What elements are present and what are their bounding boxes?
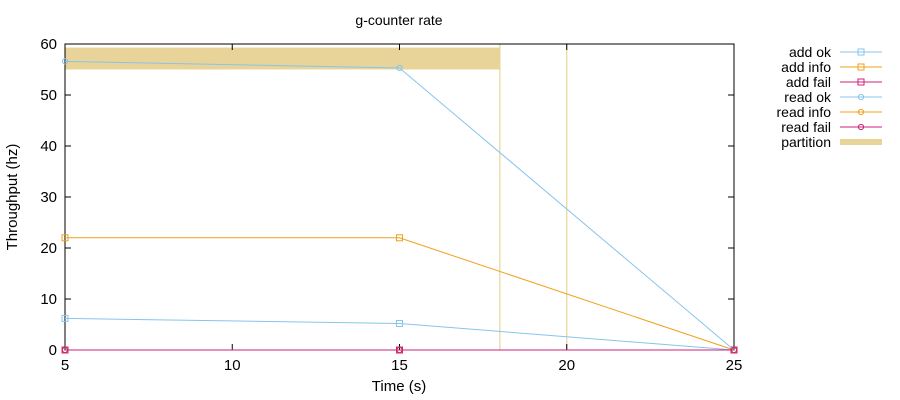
point-add-info-0 <box>61 234 69 242</box>
x-tick-label-15: 15 <box>391 357 408 374</box>
x-tick-label-10: 10 <box>224 357 241 374</box>
x-tick-label-25: 25 <box>726 357 743 374</box>
legend-marker-read-info <box>857 108 865 116</box>
y-tick-label-10: 10 <box>40 291 57 308</box>
legend-marker-read-ok <box>857 93 865 101</box>
legend-label-read-ok: read ok <box>784 89 832 105</box>
y-tick-label-30: 30 <box>40 189 57 206</box>
legend-label-read-info: read info <box>777 104 832 120</box>
partition-layer <box>65 44 568 350</box>
series-line-add-ok <box>64 317 735 351</box>
y-tick-label-0: 0 <box>49 342 57 359</box>
legend-marker-add-ok <box>857 48 865 56</box>
legend-marker-add-fail <box>857 78 865 86</box>
point-read-ok-0 <box>61 58 69 65</box>
y-tick-label-50: 50 <box>40 87 57 104</box>
point-read-ok-1 <box>396 64 403 72</box>
legend-marker-read-fail <box>857 123 865 131</box>
point-add-ok-1 <box>396 319 403 327</box>
series-read-fail <box>61 346 738 354</box>
legend-label-add-fail: add fail <box>786 74 831 90</box>
point-add-info-1 <box>396 234 403 242</box>
y-tick-label-40: 40 <box>40 138 57 155</box>
chart-title: g-counter rate <box>355 12 442 28</box>
x-axis-label: Time (s) <box>372 378 426 395</box>
plot-area-border <box>64 43 735 351</box>
axis-ticks: 5 10 15 20 25 0 10 20 30 40 50 60 <box>40 36 742 374</box>
x-tick-label-20: 20 <box>558 357 575 374</box>
y-tick-label-20: 20 <box>40 240 57 257</box>
x-tick-label-5: 5 <box>61 357 69 374</box>
series-layer <box>61 58 738 354</box>
series-line-read-ok <box>64 60 735 351</box>
series-read-ok <box>61 58 738 354</box>
legend-label-add-info: add info <box>781 59 831 75</box>
y-tick-label-60: 60 <box>40 36 57 53</box>
legend-label-read-fail: read fail <box>781 119 831 135</box>
point-read-fail-1 <box>396 346 403 354</box>
legend-marker-add-info <box>857 63 865 71</box>
series-add-info <box>61 234 738 354</box>
point-add-ok-0 <box>61 314 69 322</box>
series-line-add-info <box>65 237 735 351</box>
point-read-fail-0 <box>61 346 69 354</box>
legend-label-add-ok: add ok <box>789 44 832 60</box>
y-axis-label: Throughput (hz) <box>4 144 21 251</box>
legend-label-partition: partition <box>781 134 831 150</box>
partition-band <box>65 47 500 70</box>
legend-swatch-partition <box>840 139 882 145</box>
point-read-fail-2 <box>730 346 738 354</box>
